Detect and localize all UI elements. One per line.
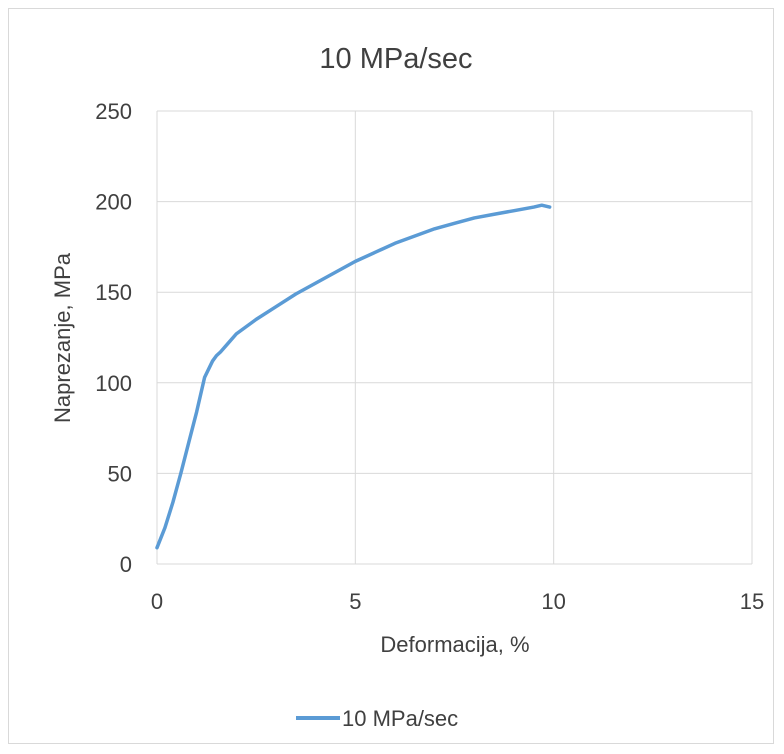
x-tick-label: 0 [151, 589, 163, 614]
y-tick-label: 150 [95, 280, 132, 305]
y-tick-label: 50 [108, 461, 132, 486]
chart-area [8, 8, 774, 744]
x-tick-labels: 0 5 10 15 [151, 589, 764, 614]
y-tick-label: 250 [95, 99, 132, 124]
series-group [155, 203, 552, 550]
legend-label: 10 MPa/sec [342, 706, 458, 731]
gridlines [156, 110, 753, 565]
y-tick-labels: 0 50 100 150 200 250 [95, 99, 132, 577]
x-axis-label: Deformacija, % [380, 632, 529, 657]
y-tick-label: 200 [95, 190, 132, 215]
series-line [155, 203, 552, 550]
legend: 10 MPa/sec [296, 706, 458, 731]
y-tick-label: 100 [95, 371, 132, 396]
y-axis-label: Naprezanje, MPa [50, 252, 75, 423]
chart-title: 10 MPa/sec [319, 43, 472, 75]
y-tick-label: 0 [120, 552, 132, 577]
x-tick-label: 15 [740, 589, 764, 614]
x-tick-label: 10 [541, 589, 565, 614]
x-tick-label: 5 [349, 589, 361, 614]
